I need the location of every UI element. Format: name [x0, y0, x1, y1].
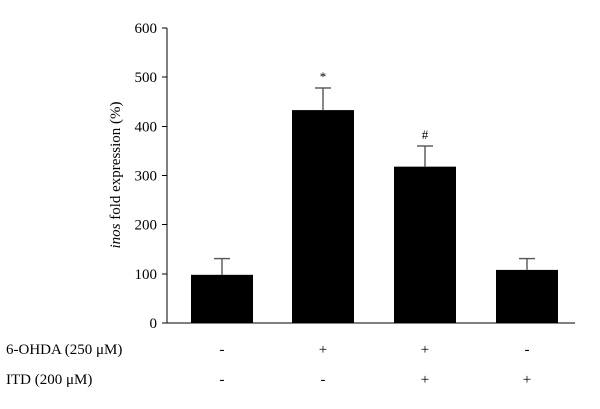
treatment-sign: +	[523, 372, 531, 388]
y-axis-label: inos fold expression (%)	[108, 101, 124, 248]
labels: inos fold expression (%)	[108, 101, 124, 248]
bars	[191, 110, 558, 323]
y-tick-label: 100	[135, 267, 158, 283]
treatment-table: 6-OHDA (250 μM) - + + - ITD (200 μM) - - + +	[6, 342, 531, 388]
y-tick-label: 400	[135, 119, 158, 135]
y-tick-label: 600	[135, 21, 158, 37]
treatment-row-label: 6-OHDA (250 μM)	[6, 342, 122, 358]
treatment-sign: -	[220, 342, 225, 358]
bar-2	[292, 110, 354, 323]
y-tick-label: 300	[135, 169, 158, 185]
treatment-sign: +	[319, 342, 327, 358]
error-bars: *#	[214, 69, 535, 275]
axes: 0 100 200 300 400 500 600	[135, 21, 575, 332]
significance-marker: *	[320, 69, 327, 84]
y-axis-label-gene: inos	[108, 223, 124, 248]
bar-1	[191, 274, 253, 323]
treatment-sign: +	[421, 342, 429, 358]
treatment-sign: -	[220, 372, 225, 388]
bar-3	[394, 166, 456, 323]
treatment-sign: +	[421, 372, 429, 388]
y-axis-label-unit: fold expression (%)	[108, 101, 124, 223]
treatment-sign: -	[321, 372, 326, 388]
significance-marker: #	[422, 127, 429, 142]
y-tick-label: 200	[135, 218, 158, 234]
y-tick-label: 500	[135, 70, 158, 86]
treatment-sign: -	[525, 342, 530, 358]
treatment-row-label: ITD (200 μM)	[6, 372, 92, 388]
y-tick-label: 0	[150, 316, 158, 332]
bar-4	[496, 269, 558, 323]
